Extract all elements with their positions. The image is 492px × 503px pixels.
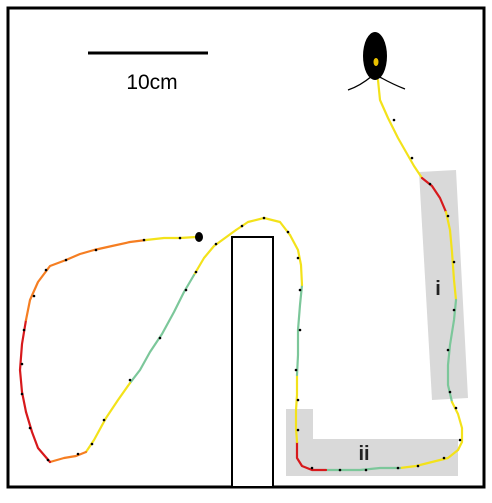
time-tick bbox=[158, 336, 162, 340]
trajectory-path bbox=[18, 78, 464, 472]
time-tick bbox=[446, 348, 450, 352]
time-tick bbox=[46, 458, 50, 462]
time-tick bbox=[296, 398, 300, 402]
time-tick bbox=[20, 392, 24, 396]
time-tick bbox=[94, 248, 98, 252]
time-tick bbox=[20, 362, 24, 366]
time-tick bbox=[22, 328, 26, 332]
time-tick bbox=[396, 466, 400, 470]
zone-ii-area bbox=[286, 409, 458, 476]
time-tick bbox=[428, 182, 432, 186]
trajectory-segment bbox=[288, 233, 304, 287]
trajectory-segment bbox=[398, 448, 460, 470]
time-tick bbox=[454, 406, 458, 410]
trajectory-time-ticks bbox=[20, 118, 462, 472]
trajectory-segment bbox=[444, 210, 458, 302]
insect-icon bbox=[347, 32, 406, 91]
trajectory-segment bbox=[48, 450, 88, 464]
time-tick bbox=[416, 464, 420, 468]
time-tick bbox=[102, 418, 106, 422]
time-tick bbox=[286, 230, 290, 234]
zone-i-area bbox=[419, 170, 468, 400]
trajectory-segment bbox=[234, 216, 292, 237]
time-tick bbox=[90, 442, 94, 446]
trajectory-segment bbox=[324, 466, 402, 472]
time-tick bbox=[262, 216, 266, 220]
time-tick bbox=[184, 288, 188, 292]
trajectory-segment bbox=[295, 440, 328, 472]
trajectory-segment bbox=[294, 373, 299, 444]
time-tick bbox=[392, 118, 396, 122]
time-tick bbox=[448, 390, 452, 394]
time-tick bbox=[178, 236, 182, 240]
time-tick bbox=[442, 456, 446, 460]
trajectory-segment bbox=[18, 318, 28, 414]
zone-i-label: i bbox=[435, 278, 441, 300]
time-tick bbox=[296, 256, 300, 260]
time-tick bbox=[410, 156, 414, 160]
time-tick bbox=[44, 268, 48, 272]
trajectory-segment bbox=[450, 400, 464, 452]
trajectory-segment bbox=[24, 258, 68, 322]
trajectory-segment bbox=[24, 410, 52, 464]
scale-bar-label: 10cm bbox=[126, 71, 177, 94]
trajectory-segment bbox=[376, 78, 424, 180]
time-tick bbox=[128, 378, 132, 382]
trajectory-segment bbox=[128, 273, 196, 385]
time-tick bbox=[194, 270, 198, 274]
time-tick bbox=[294, 368, 298, 372]
time-tick bbox=[76, 452, 80, 456]
time-tick bbox=[458, 438, 462, 442]
time-tick bbox=[296, 428, 300, 432]
time-tick bbox=[64, 258, 68, 262]
time-tick bbox=[338, 468, 342, 472]
time-tick bbox=[310, 466, 314, 470]
trajectory-segment bbox=[420, 176, 448, 214]
trajectory-segment bbox=[446, 298, 458, 404]
trajectory-segment bbox=[84, 381, 132, 454]
inner-wall bbox=[231, 236, 274, 488]
time-tick bbox=[240, 224, 244, 228]
trajectory-segment bbox=[295, 283, 304, 377]
trajectory-segment bbox=[64, 238, 148, 262]
time-tick bbox=[298, 328, 302, 332]
trajectory-segment bbox=[192, 228, 238, 277]
time-tick bbox=[32, 294, 36, 298]
time-tick bbox=[364, 468, 368, 472]
zone-ii-label: ii bbox=[358, 443, 369, 465]
trajectory-segment bbox=[144, 235, 198, 242]
time-tick bbox=[28, 426, 32, 430]
time-tick bbox=[452, 260, 456, 264]
time-tick bbox=[452, 308, 456, 312]
time-tick bbox=[214, 242, 218, 246]
start-dot-icon bbox=[195, 232, 203, 242]
time-tick bbox=[298, 288, 302, 292]
time-tick bbox=[446, 214, 450, 218]
time-tick bbox=[142, 238, 146, 242]
